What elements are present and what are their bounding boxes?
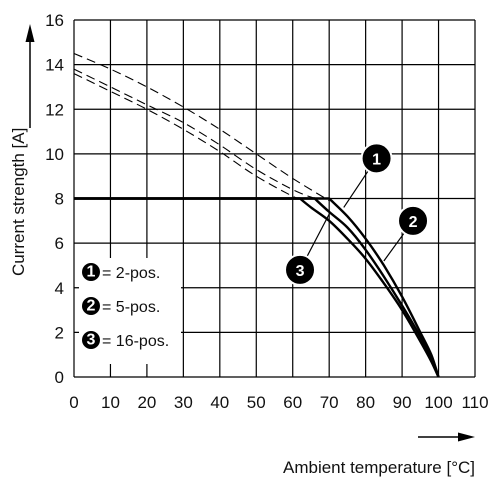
x-tick-label: 60 [283,393,302,412]
legend-label: = 5-pos. [102,299,160,316]
callout-marker [397,204,430,237]
y-tick-label: 8 [55,190,64,209]
callout-1: 1 [343,142,393,208]
series-callouts: 1 2 3 [284,142,430,286]
x-tick-label: 30 [174,393,193,412]
legend-marker-label: 3 [87,332,96,349]
legend-label: = 16-pos. [102,333,169,350]
solid-curves [74,197,440,378]
y-tick-label: 10 [45,145,64,164]
dashed-series-line-1 [73,52,330,202]
legend-marker-label: 1 [87,264,96,281]
x-axis-arrow [418,432,475,442]
legend-marker [82,331,100,349]
y-tick-label: 16 [45,11,64,30]
x-tick-label: 70 [320,393,339,412]
dashed-series-line-2 [73,68,315,200]
x-tick-label: 100 [424,393,452,412]
solid-series-line-3 [74,197,440,378]
x-tick-label: 80 [356,393,375,412]
legend-marker-label: 2 [87,298,96,315]
legend-item: 3 = 16-pos. [82,331,169,350]
y-tick-label: 0 [55,368,64,387]
solid-series-line-1 [74,197,440,378]
x-tick-label: 10 [101,393,120,412]
callout-marker-label: 2 [409,214,418,231]
legend-item: 2 = 5-pos. [82,297,160,316]
y-tick-label: 12 [45,100,64,119]
callout-2: 2 [383,204,430,262]
legend-item: 1 = 2-pos. [82,263,160,282]
x-tick-label: 40 [210,393,229,412]
y-tick-labels: 0 2 4 6 8 10 12 14 16 [45,11,64,387]
legend-label: = 2-pos. [102,265,160,282]
callout-marker-label: 3 [296,263,305,280]
y-tick-label: 2 [55,323,64,342]
x-tick-label: 20 [137,393,156,412]
callout-marker [284,253,317,286]
y-tick-label: 6 [55,234,64,253]
y-tick-label: 4 [55,279,64,298]
x-tick-labels: 0 10 20 30 40 50 60 70 80 90 100 110 [69,393,488,412]
x-tick-label: 0 [69,393,78,412]
y-axis-title: Current strength [A] [9,128,28,276]
x-axis-title: Ambient temperature [°C] [283,458,475,477]
x-tick-label: 110 [461,393,488,412]
legend: 1 = 2-pos. 2 = 5-pos. 3 = 16-pos. [79,258,181,364]
x-tick-label: 90 [393,393,412,412]
y-axis-arrow [25,24,35,128]
legend-marker [82,297,100,315]
legend-marker [82,263,100,281]
callout-marker [360,142,393,175]
dashed-series-line-3 [73,73,301,200]
y-tick-label: 14 [45,56,64,75]
dashed-curves [73,52,330,202]
callout-marker-label: 1 [372,151,381,168]
callout-3: 3 [284,213,330,286]
solid-series-line-2 [74,197,440,378]
x-tick-label: 50 [247,393,266,412]
